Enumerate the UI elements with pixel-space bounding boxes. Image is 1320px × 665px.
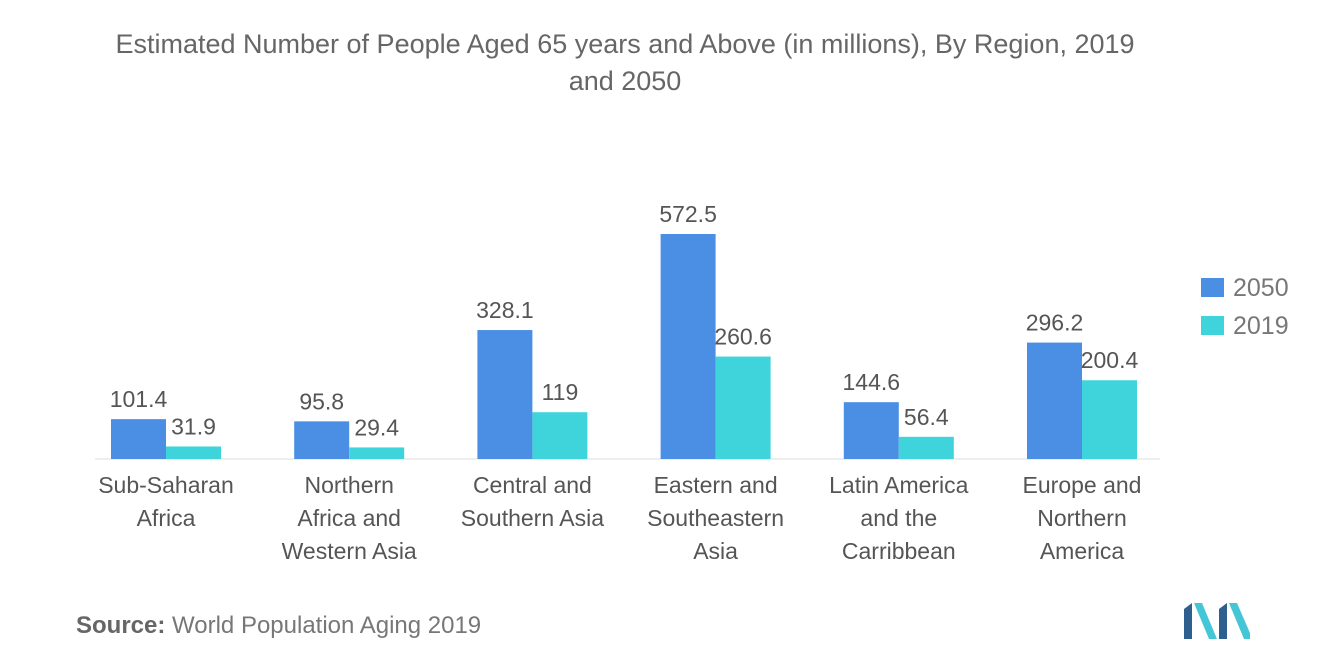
value-label-2019-4: 56.4 [904, 404, 949, 430]
category-label-line: and the [860, 505, 937, 531]
category-label-2: Central and Southern Asia [461, 472, 604, 531]
value-label-2050-3: 572.5 [659, 201, 717, 227]
bar-2019-4 [898, 436, 954, 459]
bar-2050-1 [294, 421, 350, 459]
legend-swatch-2050 [1201, 278, 1224, 297]
bar-2019-3 [715, 356, 771, 459]
value-label-2050-4: 144.6 [843, 369, 901, 395]
category-label-line: Europe and [1023, 472, 1142, 498]
category-label-line: Eastern and [654, 472, 778, 498]
bar-2019-1 [349, 447, 405, 459]
category-label-1: Northern Africa and Western Asia [282, 472, 417, 564]
category-label-4: Latin America and the Carribbean [829, 472, 969, 564]
mordor-intelligence-logo-icon [1184, 603, 1250, 639]
legend-label-2050: 2050 [1233, 274, 1289, 302]
value-label-2019-1: 29.4 [354, 414, 399, 440]
bar-2050-5 [1027, 342, 1082, 459]
source-note: Source: World Population Aging 2019 [76, 612, 481, 640]
value-label-2019-3: 260.6 [714, 324, 772, 350]
value-label-2019-2: 119 [542, 379, 579, 405]
category-label-line: Carribbean [842, 538, 956, 564]
category-label-line: Northern [1037, 505, 1126, 531]
category-label-line: Western Asia [282, 538, 417, 564]
bar-2019-5 [1082, 380, 1137, 459]
category-label-line: Africa [137, 505, 196, 531]
category-label-line: Sub-Saharan [98, 472, 234, 498]
category-labels-group: Sub-Saharan Africa Northern Africa and Weste… [98, 472, 1141, 564]
category-label-line: Southern Asia [461, 505, 604, 531]
legend: 2050 2019 [1201, 274, 1289, 340]
category-label-0: Sub-Saharan Africa [98, 472, 234, 531]
source-text: World Population Aging 2019 [172, 612, 482, 639]
value-label-2050-5: 296.2 [1026, 310, 1084, 336]
bar-chart: 101.431.9 95.8 29.4 328.1 119 572.5 260.6 144.6… [95, 201, 1289, 564]
bar-2050-4 [843, 402, 899, 459]
value-label-2050-2: 328.1 [476, 297, 534, 323]
source-label: Source: [76, 612, 166, 639]
bar-2050-3 [660, 234, 716, 459]
category-label-5: Europe and Northern America [1023, 472, 1142, 564]
category-label-3: Eastern and Southeastern Asia [647, 472, 784, 564]
bar-2050-2 [477, 330, 533, 459]
category-label-line: Latin America [829, 472, 969, 498]
value-label-2019-0: 31.9 [171, 413, 216, 439]
category-label-line: Asia [693, 538, 738, 564]
category-label-line: Africa and [297, 505, 401, 531]
bar-2050-0 [111, 419, 166, 459]
bar-2019-2 [532, 412, 588, 459]
chart-title: Estimated Number of People Aged 65 years… [115, 29, 1135, 96]
value-label-2050-1: 95.8 [299, 388, 344, 414]
value-label-2050-0: 101.4 [110, 386, 168, 412]
bars-group [111, 234, 1137, 459]
value-label-2019-5: 200.4 [1081, 347, 1139, 373]
legend-label-2019: 2019 [1233, 312, 1289, 340]
legend-swatch-2019 [1201, 316, 1224, 335]
bar-2019-0 [166, 446, 221, 459]
category-label-line: Central and [473, 472, 592, 498]
category-label-line: Southeastern [647, 505, 784, 531]
value-labels-group: 101.431.9 95.8 29.4 328.1 119 572.5 260.6 144.6… [110, 201, 1139, 440]
category-label-line: Northern [304, 472, 393, 498]
category-label-line: America [1040, 538, 1125, 564]
